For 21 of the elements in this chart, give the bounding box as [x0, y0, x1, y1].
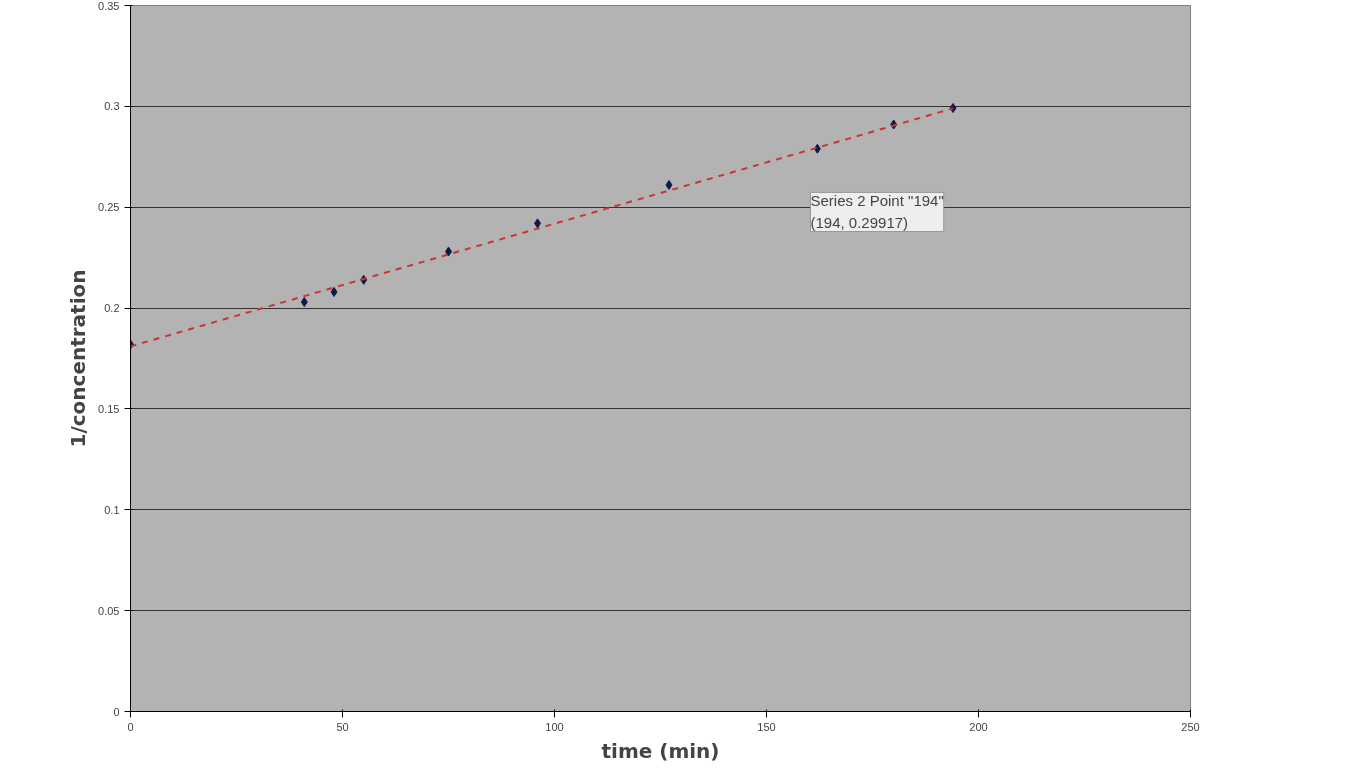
annotation: Series 2 Point "194" (194, 0.29917): [810, 192, 944, 232]
y-axis-title: 1/concentration: [66, 269, 91, 448]
x-tick-label: 200: [969, 720, 988, 733]
point: [330, 286, 338, 297]
point: [534, 218, 542, 229]
y-tick-label: 0.2: [104, 302, 120, 315]
x-tick-label: 150: [757, 720, 776, 733]
y-tick-label: 0.35: [98, 0, 120, 12]
y-tick-label: 0.05: [98, 604, 120, 617]
y-tick-label: 0: [113, 705, 120, 718]
point: [665, 180, 673, 191]
y-tick-label: 0.25: [98, 201, 120, 214]
point: [300, 297, 308, 308]
x-tick-label: 0: [127, 720, 134, 733]
y-tick-label: 0.15: [98, 402, 120, 415]
x-tick-label: 250: [1181, 720, 1200, 733]
x-axis-title: time (min): [601, 738, 720, 763]
y-tick-label: 0.3: [104, 100, 120, 113]
x-tick-label: 50: [336, 720, 349, 733]
y-tick-label: 0.1: [104, 503, 120, 516]
x-tick-label: 100: [545, 720, 564, 733]
